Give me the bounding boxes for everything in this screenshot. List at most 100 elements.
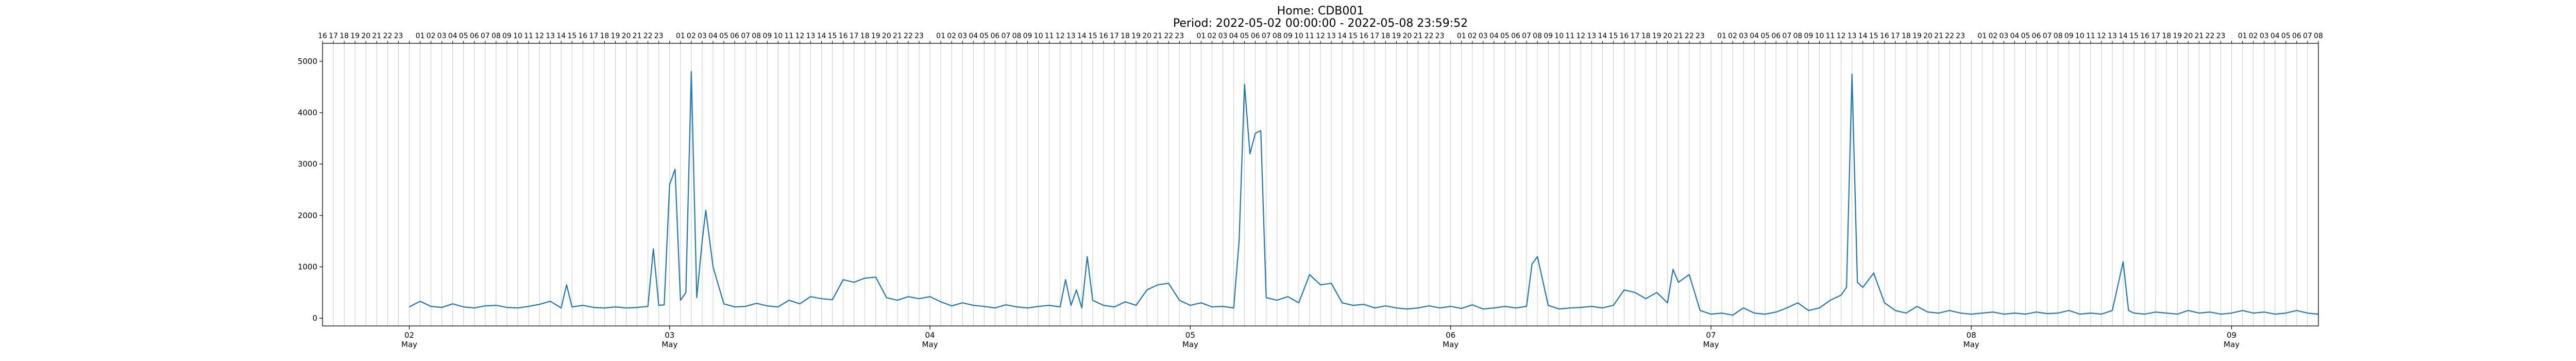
hour-tick-label: 15	[828, 32, 837, 40]
hour-tick-label: 04	[1229, 32, 1239, 40]
hour-tick-label: 03	[1999, 32, 2009, 40]
hour-tick-label: 10	[2075, 32, 2084, 40]
hour-tick-label: 10	[1034, 32, 1043, 40]
x-tick-label-month: May	[1182, 340, 1198, 349]
hour-tick-label: 05	[459, 32, 468, 40]
hour-tick-label: 09	[1544, 32, 1553, 40]
hour-tick-label: 17	[1631, 32, 1640, 40]
hour-tick-label: 10	[1554, 32, 1564, 40]
hour-tick-label: 20	[2183, 32, 2193, 40]
hour-tick-label: 09	[2064, 32, 2074, 40]
hour-tick-label: 23	[394, 32, 403, 40]
hour-tick-label: 14	[1598, 32, 1607, 40]
hour-tick-label: 22	[2206, 32, 2215, 40]
hour-tick-label: 23	[1696, 32, 1705, 40]
hour-tick-label: 23	[654, 32, 664, 40]
hour-tick-label: 20	[622, 32, 631, 40]
hour-tick-label: 02	[1988, 32, 1997, 40]
hour-tick-label: 08	[1012, 32, 1022, 40]
hour-tick-label: 23	[1175, 32, 1184, 40]
hour-tick-label: 03	[1739, 32, 1748, 40]
hour-tick-label: 04	[1489, 32, 1499, 40]
x-tick-label-month: May	[2224, 340, 2240, 349]
hour-tick-label: 14	[1858, 32, 1868, 40]
hour-tick-label: 16	[1099, 32, 1108, 40]
hour-tick-label: 13	[1327, 32, 1336, 40]
hour-tick-label: 18	[2162, 32, 2171, 40]
x-tick-label-day: 08	[1967, 331, 1976, 340]
hour-tick-label: 18	[1121, 32, 1130, 40]
hour-tick-label: 14	[556, 32, 566, 40]
hour-tick-label: 14	[1077, 32, 1087, 40]
hour-tick-label: 15	[1088, 32, 1097, 40]
hour-tick-label: 08	[492, 32, 501, 40]
hour-tick-label: 04	[2270, 32, 2280, 40]
top-hour-axis: 16 17 18 19 20 21 22 23 01 02 03 04 05 06 07 08 09 10 11 12…	[318, 32, 2323, 43]
hour-tick-label: 17	[850, 32, 859, 40]
hour-tick-label: 09	[1804, 32, 1814, 40]
hour-tick-label: 19	[350, 32, 360, 40]
hour-tick-label: 11	[1565, 32, 1574, 40]
hour-tick-label: 13	[1848, 32, 1857, 40]
hour-tick-label: 01	[1457, 32, 1466, 40]
hour-tick-label: 07	[1002, 32, 1011, 40]
x-tick-label-month: May	[662, 340, 677, 349]
hour-tick-label: 16	[578, 32, 587, 40]
hour-tick-label: 19	[2173, 32, 2182, 40]
hour-tick-label: 21	[372, 32, 381, 40]
hour-tick-label: 18	[340, 32, 349, 40]
x-tick-label-day: 02	[404, 331, 414, 340]
hour-tick-label: 04	[448, 32, 457, 40]
hour-tick-label: 20	[1663, 32, 1672, 40]
hour-tick-label: 02	[1208, 32, 1217, 40]
hour-tick-label: 01	[1977, 32, 1987, 40]
hour-tick-label: 22	[1685, 32, 1694, 40]
hour-tick-label: 20	[1403, 32, 1412, 40]
hour-tick-label: 19	[1652, 32, 1662, 40]
hour-tick-label: 02	[1728, 32, 1737, 40]
hour-tick-label: 11	[2086, 32, 2095, 40]
x-tick-label-month: May	[401, 340, 417, 349]
hour-tick-label: 08	[752, 32, 761, 40]
y-tick-label: 5000	[298, 57, 317, 66]
hour-tick-label: 04	[1750, 32, 1759, 40]
hour-tick-label: 06	[730, 32, 739, 40]
y-tick-label: 0	[312, 314, 317, 323]
hour-tick-label: 11	[1826, 32, 1835, 40]
y-tick-label: 2000	[298, 211, 317, 220]
hour-tick-label: 07	[741, 32, 750, 40]
hour-tick-label: 16	[318, 32, 327, 40]
hour-tick-label: 23	[1435, 32, 1445, 40]
hour-tick-label: 03	[2260, 32, 2269, 40]
hour-tick-label: 06	[1251, 32, 1260, 40]
hour-tick-label: 21	[893, 32, 902, 40]
chart-subtitle: Period: 2022-05-02 00:00:00 - 2022-05-08…	[1173, 17, 1468, 30]
hour-tick-label: 06	[1771, 32, 1781, 40]
hour-tick-label: 22	[904, 32, 913, 40]
hour-tick-label: 17	[2151, 32, 2160, 40]
hour-tick-label: 14	[817, 32, 826, 40]
x-tick-label-day: 04	[925, 331, 935, 340]
hour-tick-label: 03	[958, 32, 967, 40]
hour-tick-label: 07	[2303, 32, 2312, 40]
hour-tick-label: 19	[1392, 32, 1401, 40]
hour-tick-label: 01	[676, 32, 685, 40]
hour-tick-label: 11	[784, 32, 793, 40]
hour-tick-label: 20	[1923, 32, 1933, 40]
hour-tick-label: 12	[1316, 32, 1325, 40]
x-tick-label-month: May	[1703, 340, 1719, 349]
hour-tick-label: 14	[1337, 32, 1347, 40]
hour-tick-label: 17	[1891, 32, 1900, 40]
hour-tick-label: 13	[1066, 32, 1076, 40]
hour-tick-label: 10	[1294, 32, 1303, 40]
hour-tick-label: 01	[1196, 32, 1206, 40]
hour-tick-label: 17	[1370, 32, 1379, 40]
chart-title: Home: CDB001	[1277, 5, 1364, 18]
hour-tick-label: 06	[1511, 32, 1520, 40]
hour-tick-label: 19	[871, 32, 880, 40]
hour-tick-label: 05	[2021, 32, 2030, 40]
hour-tick-label: 01	[936, 32, 945, 40]
hour-tick-label: 22	[1164, 32, 1173, 40]
hour-tick-label: 02	[687, 32, 696, 40]
